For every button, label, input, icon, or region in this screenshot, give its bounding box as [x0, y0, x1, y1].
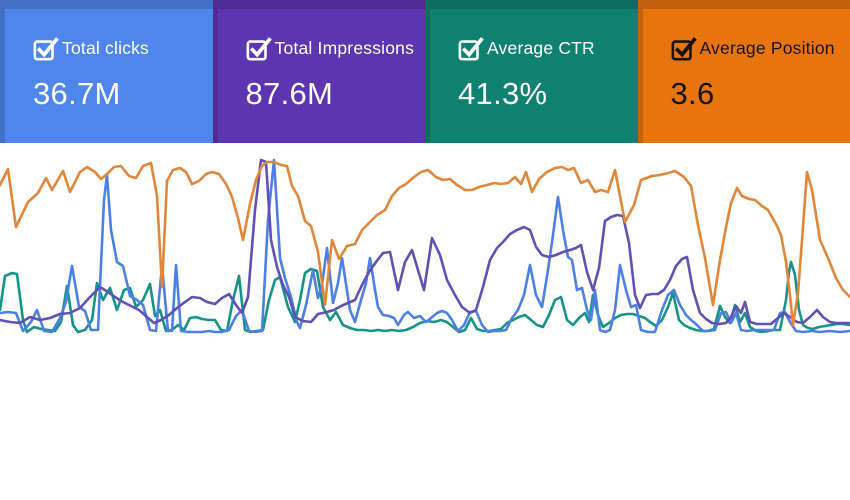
metric-card-header: Total clicks — [33, 36, 203, 62]
checkbox-checked-icon[interactable] — [458, 36, 484, 62]
metric-card-header: Average CTR — [458, 36, 628, 62]
metric-card-total-impressions[interactable]: Total Impressions 87.6M — [212, 0, 425, 143]
metric-label: Total Impressions — [274, 38, 415, 59]
chart-line-total-clicks — [0, 158, 850, 334]
metric-label: Average CTR — [487, 38, 595, 59]
metric-card-average-position[interactable]: Average Position 3.6 — [637, 0, 850, 143]
metric-card-header: Total Impressions — [246, 36, 416, 62]
metric-card-header: Average Position — [671, 36, 841, 62]
chart-line-total-impressions — [0, 158, 850, 326]
checkbox-checked-icon[interactable] — [246, 36, 272, 62]
metric-value: 3.6 — [670, 76, 715, 111]
metric-card-total-clicks[interactable]: Total clicks 36.7M — [0, 0, 213, 143]
checkbox-checked-icon[interactable] — [33, 36, 59, 62]
metric-cards-row: Total clicks 36.7M Total Impressions 87.… — [0, 0, 850, 143]
metric-label: Total clicks — [62, 38, 150, 59]
metric-value: 87.6M — [245, 76, 334, 111]
chart-line-average-position — [0, 160, 850, 327]
checkbox-checked-icon[interactable] — [671, 36, 697, 62]
metric-value: 41.3% — [458, 76, 548, 111]
metric-card-average-ctr[interactable]: Average CTR 41.3% — [425, 0, 638, 143]
metric-label: Average Position — [699, 38, 835, 59]
chart-line-average-ctr — [0, 260, 850, 334]
metric-value: 36.7M — [33, 76, 121, 111]
